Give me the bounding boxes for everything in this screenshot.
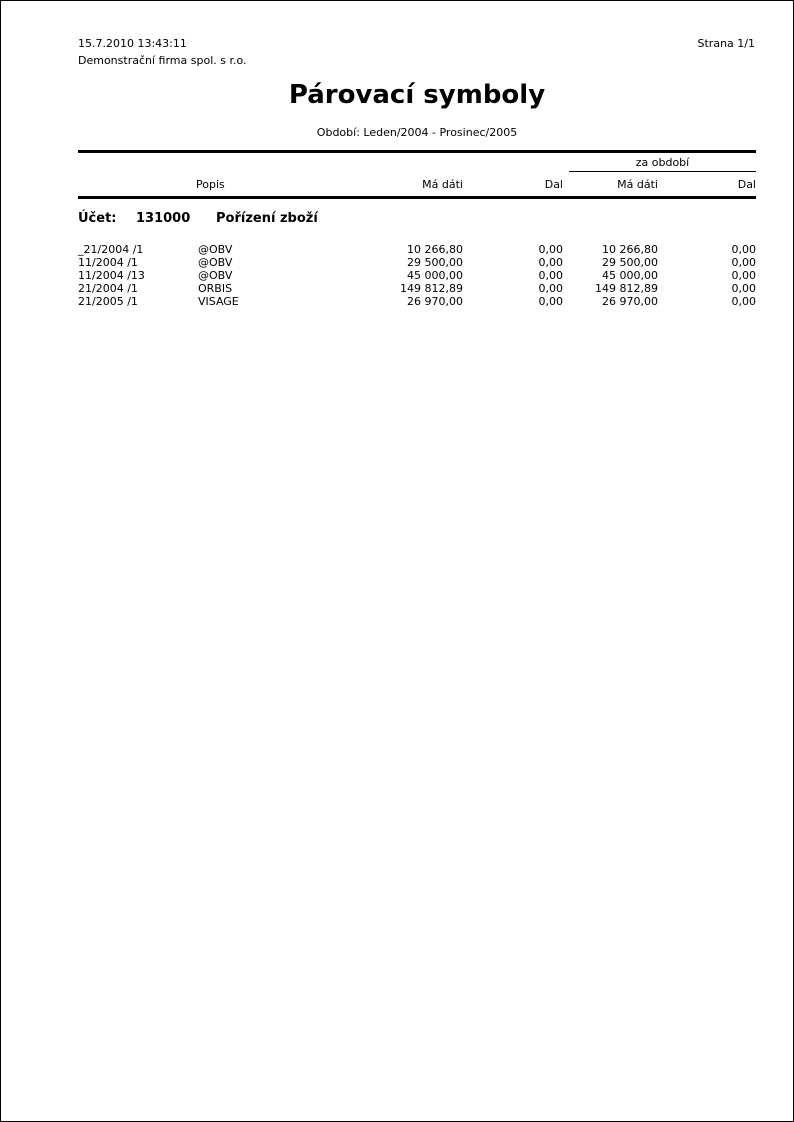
cell-dal-za-obdobi: 0,00: [731, 269, 757, 282]
table-row: _21/2004 /1 @OBV 10 266,80 0,00 10 266,8…: [78, 243, 756, 256]
print-datetime: 15.7.2010 13:43:11: [78, 37, 187, 50]
cell-dal: 0,00: [538, 295, 564, 308]
company-name: Demonstrační firma spol. s r.o.: [78, 54, 247, 67]
table-row: 21/2004 /1 ORBIS 149 812,89 0,00 149 812…: [78, 282, 756, 295]
cell-popis: @OBV: [198, 256, 233, 269]
header-dal-za-obdobi: Dal: [737, 178, 756, 191]
cell-popis: @OBV: [198, 269, 233, 282]
report-title: Párovací symboly: [288, 80, 546, 110]
table-rows: _21/2004 /1 @OBV 10 266,80 0,00 10 266,8…: [78, 243, 756, 308]
account-name: Pořízení zboží: [216, 211, 318, 226]
cell-ma-dati: 45 000,00: [407, 269, 463, 282]
account-number: 131000: [136, 211, 191, 226]
header-ma-dati-za-obdobi: Má dáti: [617, 178, 658, 191]
cell-dal-za-obdobi: 0,00: [731, 282, 757, 295]
cell-symbol: 11/2004 /1: [78, 256, 138, 269]
table-row: 21/2005 /1 VISAGE 26 970,00 0,00 26 970,…: [78, 295, 756, 308]
cell-ma-dati-za-obdobi: 149 812,89: [595, 282, 658, 295]
table-row: 11/2004 /13 @OBV 45 000,00 0,00 45 000,0…: [78, 269, 756, 282]
cell-popis: ORBIS: [198, 282, 233, 295]
account-row: Účet: 131000 Pořízení zboží: [78, 211, 756, 228]
cell-dal-za-obdobi: 0,00: [731, 256, 757, 269]
cell-ma-dati-za-obdobi: 26 970,00: [602, 295, 658, 308]
cell-ma-dati: 26 970,00: [407, 295, 463, 308]
cell-popis: @OBV: [198, 243, 233, 256]
cell-ma-dati: 149 812,89: [400, 282, 463, 295]
table-header-row: Popis Má dáti Dal Má dáti Dal: [78, 178, 756, 192]
cell-symbol: 11/2004 /13: [78, 269, 145, 282]
page-number: Strana 1/1: [697, 37, 755, 50]
cell-symbol: 21/2004 /1: [78, 282, 138, 295]
header-dal: Dal: [544, 178, 563, 191]
cell-ma-dati-za-obdobi: 10 266,80: [602, 243, 658, 256]
cell-symbol: _21/2004 /1: [78, 243, 144, 256]
cell-dal: 0,00: [538, 256, 564, 269]
cell-ma-dati-za-obdobi: 29 500,00: [602, 256, 658, 269]
report-period: Období: Leden/2004 - Prosinec/2005: [316, 126, 518, 139]
cell-dal-za-obdobi: 0,00: [731, 295, 757, 308]
cell-dal: 0,00: [538, 269, 564, 282]
cell-dal: 0,00: [538, 243, 564, 256]
cell-dal-za-obdobi: 0,00: [731, 243, 757, 256]
cell-dal: 0,00: [538, 282, 564, 295]
header-popis: Popis: [196, 178, 225, 191]
report-table: za období Popis Má dáti Dal Má dáti Dal …: [78, 150, 756, 315]
cell-symbol: 21/2005 /1: [78, 295, 138, 308]
header-ma-dati: Má dáti: [422, 178, 463, 191]
account-label: Účet:: [78, 211, 117, 226]
cell-popis: VISAGE: [198, 295, 239, 308]
table-header-bottom-rule: [78, 196, 756, 199]
cell-ma-dati: 10 266,80: [407, 243, 463, 256]
table-row: 11/2004 /1 @OBV 29 500,00 0,00 29 500,00…: [78, 256, 756, 269]
cell-ma-dati-za-obdobi: 45 000,00: [602, 269, 658, 282]
cell-ma-dati: 29 500,00: [407, 256, 463, 269]
group-header-za-obdobi: za období: [569, 154, 756, 172]
table-top-rule: [78, 150, 756, 153]
